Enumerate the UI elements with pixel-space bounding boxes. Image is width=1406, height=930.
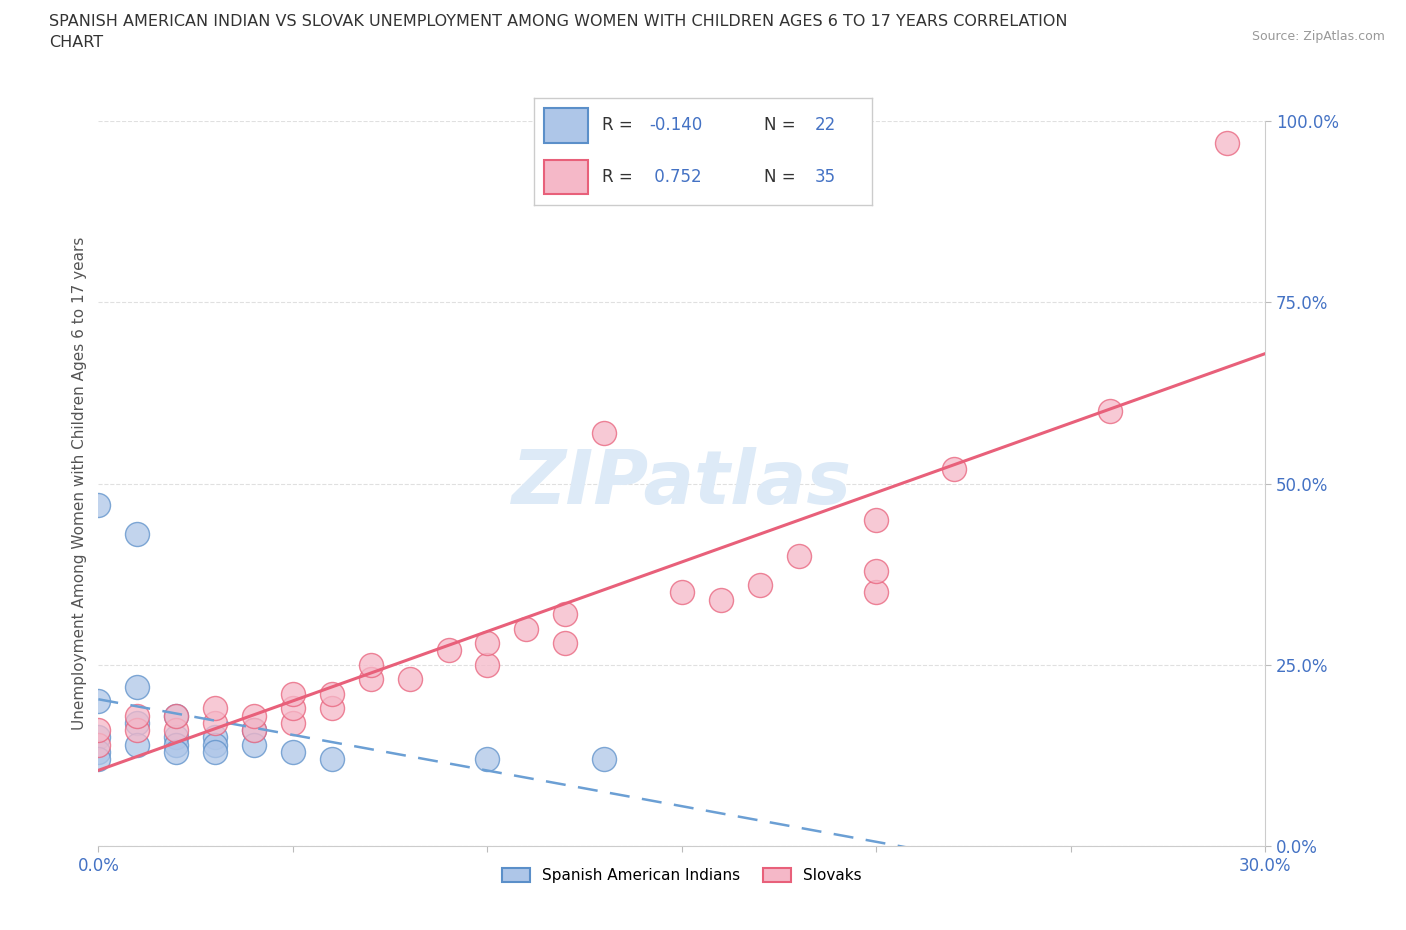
Point (710, 592, 733, 607)
Point (243, 723, 266, 737)
FancyBboxPatch shape (544, 160, 588, 194)
Text: N =: N = (763, 116, 800, 135)
Point (593, 751, 616, 766)
Point (87, 745, 110, 760)
Point (554, 606, 576, 621)
Point (748, 578, 770, 592)
Point (321, 701, 343, 716)
Point (243, 723, 266, 737)
Point (204, 730, 226, 745)
Text: 35: 35 (814, 167, 835, 186)
Point (87, 694, 110, 709)
Point (865, 512, 887, 527)
Point (127, 737, 149, 752)
Point (243, 737, 266, 752)
Text: N =: N = (763, 167, 800, 186)
Point (127, 709, 149, 724)
Point (515, 621, 537, 636)
Point (281, 686, 304, 701)
Point (204, 745, 226, 760)
Point (87, 737, 110, 752)
Point (593, 425, 616, 440)
Text: 22: 22 (814, 116, 835, 135)
Text: 0.752: 0.752 (650, 167, 702, 186)
Point (360, 658, 382, 672)
Text: R =: R = (602, 116, 638, 135)
Point (554, 636, 576, 651)
Text: -0.140: -0.140 (650, 116, 702, 135)
Point (671, 585, 693, 600)
Point (477, 751, 499, 766)
Point (281, 701, 304, 716)
Point (321, 751, 343, 766)
Point (87, 723, 110, 737)
Point (398, 672, 420, 687)
Y-axis label: Unemployment Among Women with Children Ages 6 to 17 years: Unemployment Among Women with Children A… (72, 237, 87, 730)
Text: R =: R = (602, 167, 638, 186)
Point (281, 745, 304, 760)
Point (165, 745, 187, 760)
Point (87, 730, 110, 745)
Point (204, 701, 226, 716)
Point (165, 723, 187, 737)
Point (87, 751, 110, 766)
Point (281, 715, 304, 730)
Point (204, 737, 226, 752)
Point (360, 672, 382, 687)
Point (127, 715, 149, 730)
Text: CHART: CHART (49, 35, 103, 50)
Point (865, 564, 887, 578)
Point (943, 461, 966, 476)
Point (787, 549, 810, 564)
Point (437, 643, 460, 658)
Point (127, 723, 149, 737)
Point (165, 709, 187, 724)
Point (477, 636, 499, 651)
Point (204, 715, 226, 730)
Point (1098, 404, 1121, 418)
Point (243, 709, 266, 724)
Point (865, 585, 887, 600)
Point (1215, 135, 1237, 150)
Point (477, 658, 499, 672)
Text: ZIPatlas: ZIPatlas (512, 447, 852, 520)
Point (127, 527, 149, 542)
Point (87, 498, 110, 512)
Text: SPANISH AMERICAN INDIAN VS SLOVAK UNEMPLOYMENT AMONG WOMEN WITH CHILDREN AGES 6 : SPANISH AMERICAN INDIAN VS SLOVAK UNEMPL… (49, 14, 1067, 29)
Point (165, 709, 187, 724)
Point (165, 730, 187, 745)
Point (321, 686, 343, 701)
FancyBboxPatch shape (544, 108, 588, 142)
Point (165, 737, 187, 752)
Legend: Spanish American Indians, Slovaks: Spanish American Indians, Slovaks (496, 862, 868, 889)
Point (127, 679, 149, 694)
Text: Source: ZipAtlas.com: Source: ZipAtlas.com (1251, 30, 1385, 43)
